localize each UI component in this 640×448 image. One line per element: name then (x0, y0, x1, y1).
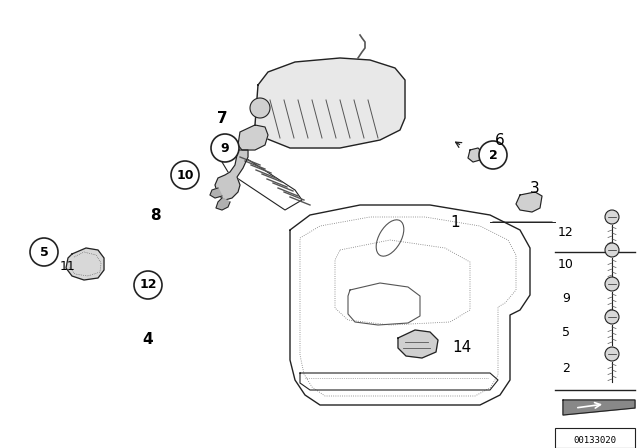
Polygon shape (215, 150, 248, 200)
Circle shape (250, 98, 270, 118)
Circle shape (134, 271, 162, 299)
Text: 9: 9 (221, 142, 229, 155)
Text: 6: 6 (495, 133, 505, 147)
Text: 8: 8 (150, 207, 160, 223)
Text: 5: 5 (40, 246, 49, 258)
Polygon shape (238, 125, 268, 150)
Text: 00133020: 00133020 (573, 435, 616, 444)
Polygon shape (468, 148, 482, 162)
Polygon shape (398, 330, 438, 358)
Circle shape (605, 347, 619, 361)
Circle shape (30, 238, 58, 266)
Polygon shape (255, 58, 405, 148)
Circle shape (605, 243, 619, 257)
Text: 14: 14 (452, 340, 472, 356)
Text: 2: 2 (488, 148, 497, 161)
Polygon shape (216, 198, 230, 210)
Text: 10: 10 (176, 168, 194, 181)
Text: 4: 4 (143, 332, 154, 348)
Circle shape (605, 277, 619, 291)
Circle shape (605, 310, 619, 324)
Circle shape (211, 134, 239, 162)
Text: 2: 2 (562, 362, 570, 375)
Circle shape (605, 210, 619, 224)
Text: 12: 12 (558, 225, 574, 238)
Circle shape (171, 161, 199, 189)
Text: 11: 11 (60, 260, 76, 273)
Text: 5: 5 (562, 326, 570, 339)
Text: 7: 7 (217, 111, 227, 125)
Text: 3: 3 (530, 181, 540, 195)
Polygon shape (563, 400, 635, 415)
Text: 1: 1 (450, 215, 460, 229)
Polygon shape (66, 248, 104, 280)
Text: 10: 10 (558, 258, 574, 271)
Text: 9: 9 (562, 293, 570, 306)
Text: 12: 12 (140, 279, 157, 292)
Polygon shape (210, 188, 222, 198)
Polygon shape (516, 192, 542, 212)
Circle shape (479, 141, 507, 169)
